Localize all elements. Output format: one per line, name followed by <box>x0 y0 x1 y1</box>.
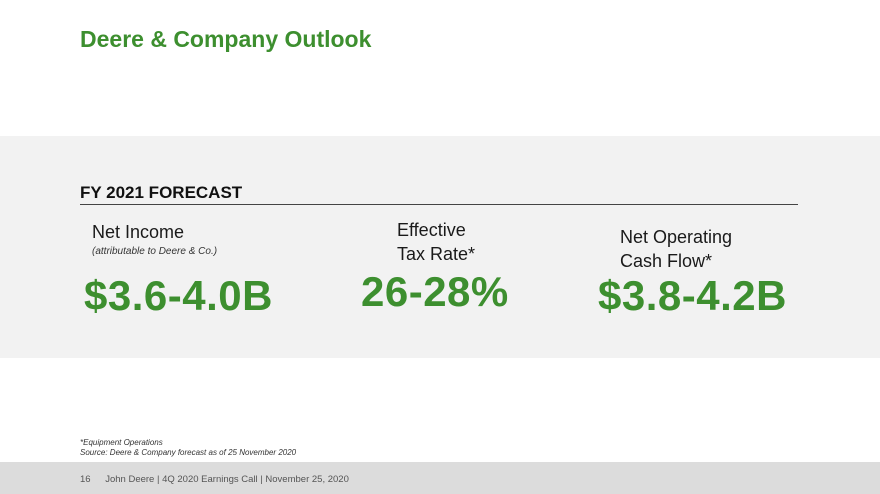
cash-flow-label-line-1: Net Operating <box>620 227 733 247</box>
net-income-metric: Net Income (attributable to Deere & Co.) <box>92 220 217 257</box>
net-income-label: Net Income <box>92 222 185 242</box>
slide-title: Deere & Company Outlook <box>80 26 372 52</box>
forecast-band <box>0 136 880 358</box>
net-income-value: $3.6-4.0B <box>84 272 273 319</box>
page-number: 16 <box>80 474 91 485</box>
cash-flow-label-line-2: Cash Flow* <box>620 251 713 271</box>
slide-footer: 16 John Deere | 4Q 2020 Earnings Call | … <box>0 462 880 494</box>
footer-caption: John Deere | 4Q 2020 Earnings Call | Nov… <box>105 474 349 485</box>
footer-text-row: 16 John Deere | 4Q 2020 Earnings Call | … <box>80 474 349 485</box>
tax-rate-value: 26-28% <box>361 268 509 315</box>
tax-rate-label-line-1: Effective <box>397 220 466 240</box>
cash-flow-metric: Net Operating Cash Flow* <box>620 225 732 273</box>
cash-flow-value: $3.8-4.2B <box>598 272 787 319</box>
net-income-sublabel: (attributable to Deere & Co.) <box>92 246 218 257</box>
footnote-source: Source: Deere & Company forecast as of 2… <box>80 448 297 457</box>
section-heading: FY 2021 FORECAST <box>80 183 798 205</box>
tax-rate-metric: Effective Tax Rate* <box>397 218 475 266</box>
footnotes: *Equipment Operations Source: Deere & Co… <box>80 438 296 458</box>
footnote-equipment: *Equipment Operations <box>80 438 163 447</box>
tax-rate-label-line-2: Tax Rate* <box>397 244 476 264</box>
